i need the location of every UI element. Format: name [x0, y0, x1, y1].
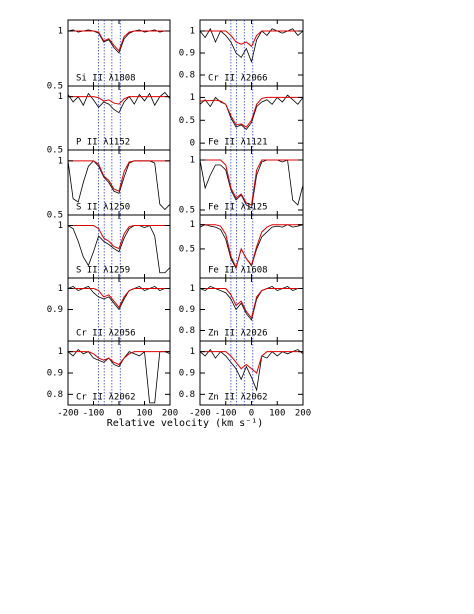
y-tick-label: 0.5: [47, 82, 63, 92]
line-label: Fe II λ1608: [208, 266, 268, 276]
y-tick-label: 0.8: [47, 390, 63, 400]
spectrum-line: [67, 348, 171, 404]
y-tick-label: 0.5: [179, 116, 195, 126]
line-label: Cr II λ2056: [76, 329, 136, 339]
x-tick-label: -100: [215, 409, 237, 419]
spectrum-line: [199, 224, 304, 270]
y-tick-label: 0.5: [47, 146, 63, 156]
x-tick-label: -200: [189, 409, 211, 419]
x-tick-label: 100: [269, 409, 285, 419]
model-line: [199, 96, 303, 128]
y-tick-label: 0.9: [179, 305, 195, 315]
x-tick-label: 200: [162, 409, 178, 419]
y-tick-label: 0.9: [179, 49, 195, 59]
line-label: Zn II λ2026: [208, 329, 268, 339]
spectrum-line: [67, 91, 171, 114]
model-line: [200, 288, 303, 319]
y-tick-label: 1: [190, 220, 195, 230]
line-label: Cr II λ2066: [208, 74, 268, 84]
spectrum-line: [67, 224, 171, 274]
model-line: [68, 160, 170, 192]
spectrum-line: [67, 285, 170, 311]
y-tick-label: 1: [190, 27, 195, 37]
y-tick-label: 1: [190, 284, 195, 294]
model-line: [200, 30, 303, 48]
model-line: [68, 96, 170, 105]
y-tick-label: 1: [190, 347, 195, 357]
x-tick-label: 0: [116, 409, 121, 419]
y-tick-label: 1: [58, 284, 63, 294]
line-label: Fe II λ1121: [208, 138, 268, 148]
x-tick-label: 100: [136, 409, 152, 419]
x-axis-label: Relative velocity (km s⁻¹): [107, 418, 264, 429]
line-label: Si II λ1808: [76, 74, 136, 84]
y-tick-label: 0.8: [179, 71, 195, 81]
model-line: [68, 351, 170, 366]
spectrum-line: [199, 159, 304, 209]
y-tick-label: 0.9: [47, 305, 63, 315]
line-label: S II λ1250: [76, 203, 130, 213]
y-tick-label: 1: [58, 156, 63, 166]
spectrum-line: [199, 285, 303, 321]
spectrum-line: [67, 160, 171, 211]
y-tick-label: 0: [190, 139, 195, 149]
model-line: [68, 288, 170, 309]
x-tick-label: 200: [295, 409, 311, 419]
y-tick-label: 0.8: [179, 390, 195, 400]
model-line: [200, 224, 303, 269]
y-tick-label: 1: [58, 221, 63, 231]
line-label: P II λ1152: [76, 138, 130, 148]
x-tick-label: 0: [249, 409, 254, 419]
y-tick-label: 1: [190, 156, 195, 166]
model-line: [200, 351, 303, 374]
line-label: Cr II λ2062: [76, 393, 136, 403]
line-label: S II λ1259: [76, 266, 130, 276]
line-label: Zn II λ2062: [208, 393, 268, 403]
x-tick-label: -200: [57, 409, 79, 419]
model-line: [200, 159, 303, 206]
spectrum-line: [199, 348, 304, 392]
y-tick-label: 0.5: [179, 206, 195, 216]
y-tick-label: 0.9: [47, 369, 63, 379]
y-tick-label: 1: [58, 92, 63, 102]
y-tick-label: 0.5: [47, 211, 63, 221]
model-line: [68, 30, 170, 52]
y-tick-label: 0.5: [179, 244, 195, 254]
y-tick-label: 1: [58, 347, 63, 357]
y-tick-label: 1: [58, 27, 63, 37]
model-line: [68, 225, 170, 250]
y-tick-label: 0.8: [179, 326, 195, 336]
line-label: Fe II λ1125: [208, 203, 268, 213]
spectrum-line: [199, 27, 304, 64]
y-tick-label: 0.9: [179, 369, 195, 379]
y-tick-label: 1: [190, 93, 195, 103]
x-tick-label: -100: [83, 409, 105, 419]
